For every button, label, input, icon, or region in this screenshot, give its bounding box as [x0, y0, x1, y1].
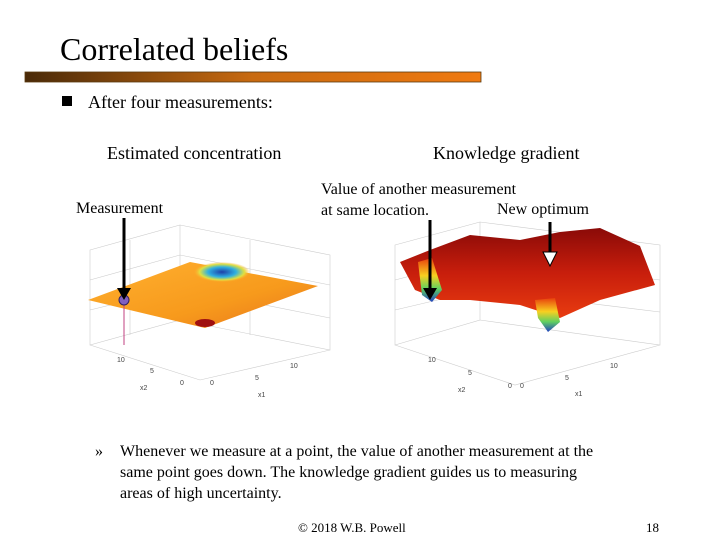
- new-optimum-label: New optimum: [497, 201, 590, 218]
- measurement-label: Measurement: [76, 200, 164, 217]
- axis-label: x2: [458, 387, 466, 394]
- axis-label: 0: [508, 383, 512, 390]
- bullet-text: After four measurements:: [88, 92, 273, 112]
- axis-label: 5: [255, 375, 259, 382]
- axis-label: 10: [428, 357, 436, 364]
- axis-label: x2: [140, 385, 148, 392]
- axis-label: 5: [565, 375, 569, 382]
- axis-label: 5: [150, 368, 154, 375]
- axis-label: x1: [575, 391, 583, 398]
- kg-annotation: at same location.: [321, 202, 429, 219]
- axis-label: 0: [520, 383, 524, 390]
- kg-annotation: Value of another measurement: [321, 181, 517, 198]
- axis-label: 5: [468, 370, 472, 377]
- page-number: 18: [646, 520, 659, 535]
- axis-label: x1: [258, 392, 266, 399]
- arrow-head: [423, 288, 437, 300]
- title: Correlated beliefs: [60, 31, 288, 67]
- sub-bullet-marker: »: [95, 443, 103, 460]
- left-caption: Estimated concentration: [107, 143, 281, 163]
- footer-credit: © 2018 W.B. Powell: [298, 520, 406, 535]
- axis-label: 0: [180, 380, 184, 387]
- sub-bullet-text: same point goes down. The knowledge grad…: [120, 464, 577, 481]
- arrow-head: [117, 288, 131, 300]
- axis-label: 10: [290, 363, 298, 370]
- sub-bullet-text: Whenever we measure at a point, the valu…: [120, 443, 593, 460]
- title-rule: [24, 71, 482, 83]
- right-caption: Knowledge gradient: [433, 143, 579, 163]
- axis-label: 10: [610, 363, 618, 370]
- axis-label: 10: [117, 357, 125, 364]
- right-plot: 10 5 0 0 5 10 x2 x1: [394, 221, 661, 398]
- arrow-head: [542, 251, 558, 268]
- bullet-marker: [62, 96, 72, 106]
- sub-bullet-text: areas of high uncertainty.: [120, 485, 282, 502]
- left-plot: 10 5 0 0 5 10 x2 x1: [88, 224, 331, 399]
- axis-label: 0: [210, 380, 214, 387]
